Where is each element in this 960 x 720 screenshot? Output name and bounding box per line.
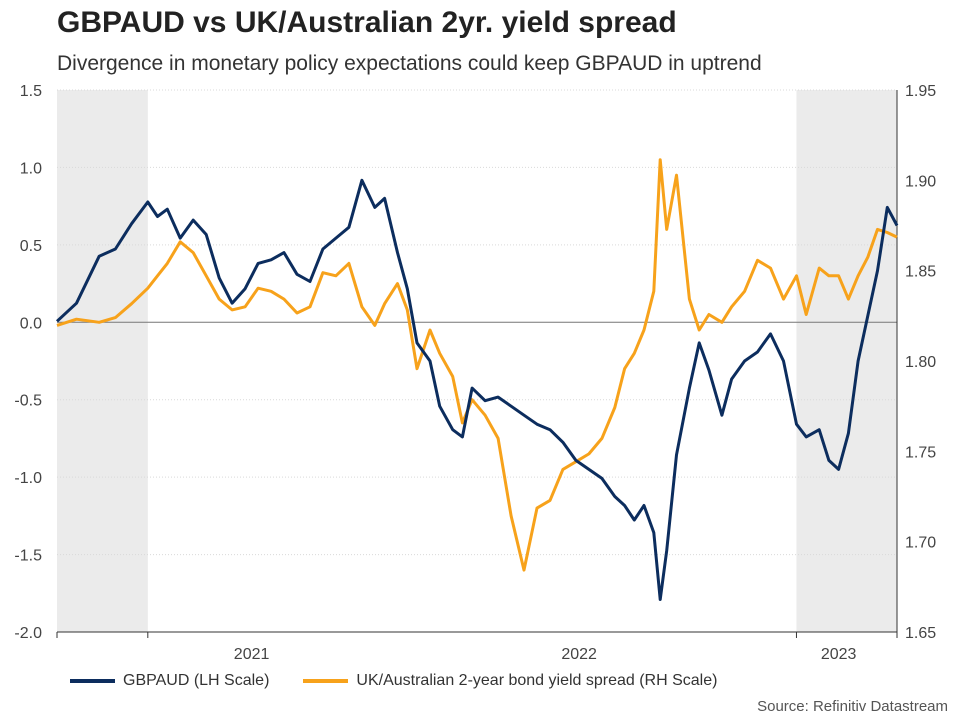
x-tick-label: 2023 — [821, 646, 857, 663]
series-lines — [55, 158, 899, 601]
right-tick-label: 1.95 — [905, 83, 936, 100]
x-tick-label: 2022 — [561, 646, 597, 663]
right-tick-label: 1.65 — [905, 625, 936, 642]
shaded-period-0 — [57, 90, 148, 632]
right-tick-label: 1.85 — [905, 264, 936, 281]
shaded-periods — [57, 90, 897, 632]
right-tick-label: 1.75 — [905, 444, 936, 461]
legend-label-gbpaud: GBPAUD (LH Scale) — [123, 672, 270, 689]
left-tick-label: -0.5 — [14, 393, 42, 410]
spread-swatch — [303, 679, 349, 683]
left-tick-label: 1.0 — [20, 160, 42, 177]
gbpaud-line — [55, 178, 899, 601]
shaded-period-1 — [796, 90, 897, 632]
legend: GBPAUD (LH Scale) UK/Australian 2-year b… — [70, 672, 751, 690]
x-tick-label: 2021 — [234, 646, 270, 663]
left-tick-label: -1.0 — [14, 470, 42, 487]
legend-label-spread: UK/Australian 2-year bond yield spread (… — [356, 672, 718, 689]
legend-item-spread: UK/Australian 2-year bond yield spread (… — [303, 672, 717, 690]
right-tick-label: 1.90 — [905, 173, 936, 190]
left-tick-label: -1.5 — [14, 548, 42, 565]
tick-labels: 1.5 1.0 0.5 0.0 -0.5 -1.0 -1.5 -2.0 1.95 1.90 1.85… — [14, 83, 936, 663]
left-tick-label: 1.5 — [20, 83, 42, 100]
chart-subtitle: Divergence in monetary policy expectatio… — [57, 52, 762, 75]
right-tick-label: 1.70 — [905, 535, 936, 552]
gbpaud-swatch — [70, 679, 115, 683]
spread-line — [56, 158, 898, 572]
left-tick-label: 0.0 — [20, 315, 42, 332]
right-tick-label: 1.80 — [905, 354, 936, 371]
gridlines — [57, 89, 897, 633]
legend-item-gbpaud: GBPAUD (LH Scale) — [70, 672, 269, 690]
left-tick-label: 0.5 — [20, 238, 42, 255]
source-note: Source: Refinitiv Datastream — [757, 698, 948, 715]
left-tick-label: -2.0 — [14, 625, 42, 642]
chart-title: GBPAUD vs UK/Australian 2yr. yield sprea… — [57, 6, 677, 39]
axes — [56, 90, 898, 638]
